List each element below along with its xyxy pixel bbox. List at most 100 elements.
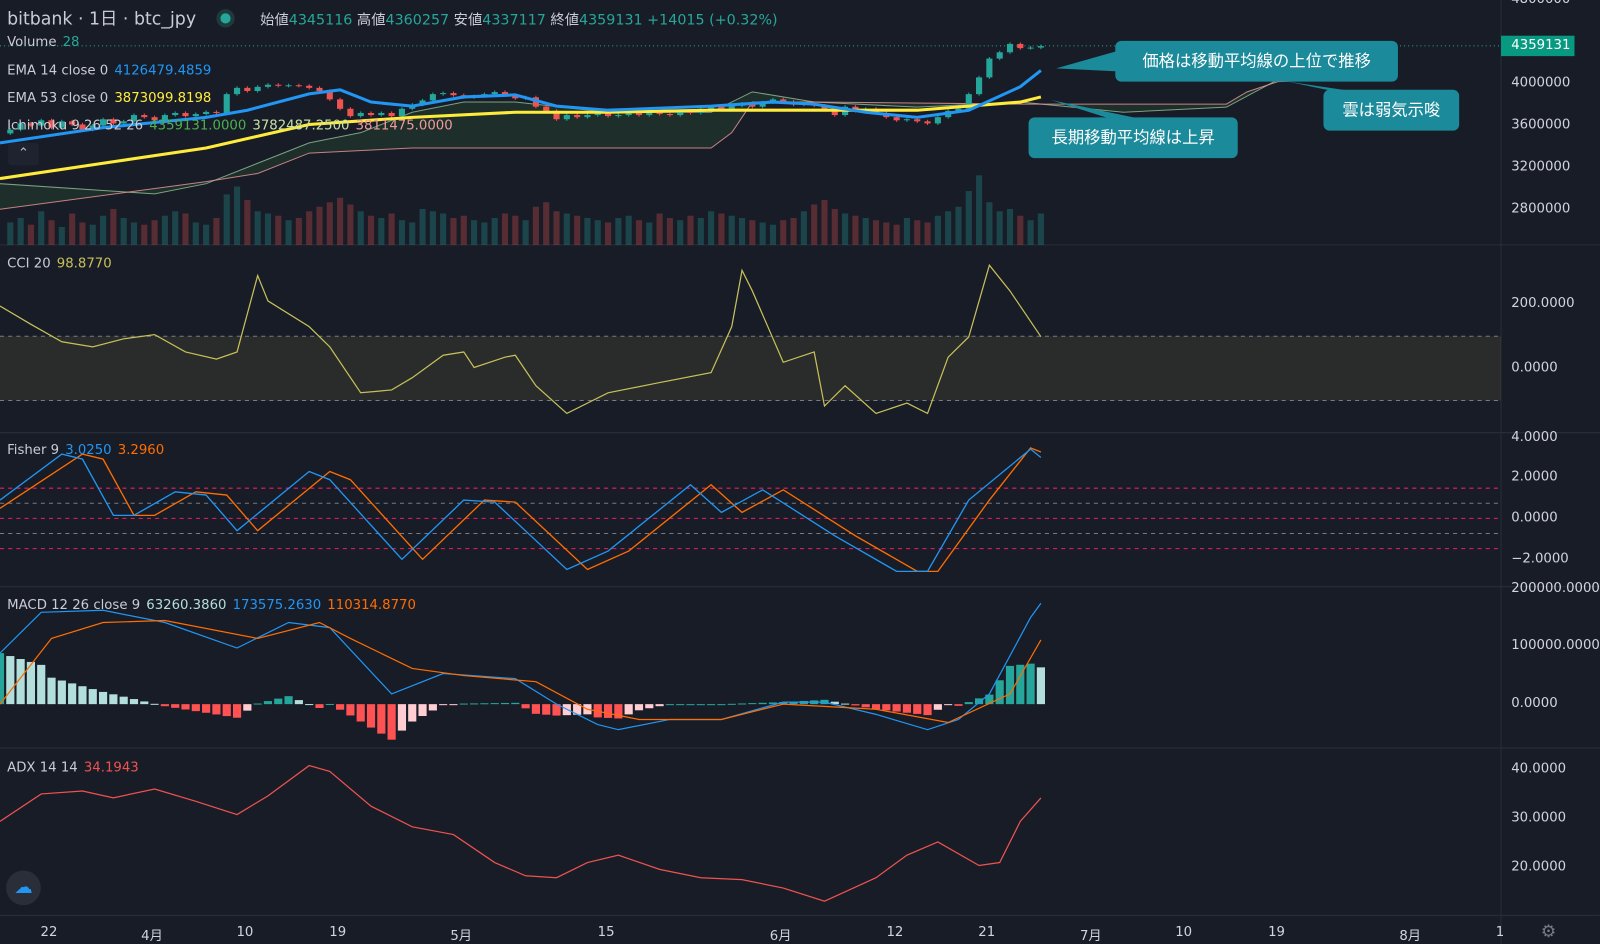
macd-histogram-bar xyxy=(902,704,912,713)
volume-bar xyxy=(120,217,127,245)
macd-histogram-bar xyxy=(346,704,355,716)
candle-body xyxy=(192,114,199,117)
ema14-line xyxy=(0,69,1042,145)
candle-body xyxy=(677,110,684,116)
macd-tick: 100000.0000 xyxy=(1511,637,1600,654)
legend-ichimoku[interactable]: Ichimoku 9 26 52 26 4359131.0000 3782487.2… xyxy=(7,118,459,133)
macd-histogram-bar xyxy=(109,694,118,705)
legend-adx[interactable]: ADX 14 14 34.1943 xyxy=(7,760,145,775)
macd-histogram-bar xyxy=(665,704,674,706)
legend-volume[interactable]: Volume 28 xyxy=(7,35,85,50)
time-tick: 10 xyxy=(236,924,254,940)
candle-body xyxy=(378,112,385,116)
candle-body xyxy=(17,123,24,130)
candle-body xyxy=(79,124,86,130)
legend-cci[interactable]: CCI 20 98.8770 xyxy=(7,256,118,271)
legend-value: 110314.8770 xyxy=(327,598,416,614)
macd-histogram-bar xyxy=(696,704,705,706)
macd-histogram-bar xyxy=(995,680,1004,705)
volume-bar xyxy=(367,215,375,245)
low-value: 4337117 xyxy=(482,12,546,29)
candle-body xyxy=(429,94,436,101)
volume-bar xyxy=(986,202,993,245)
exchange-name: bitbank xyxy=(7,9,73,30)
settings-gear-icon[interactable]: ⚙ xyxy=(1540,921,1557,942)
candle-body xyxy=(759,102,766,107)
time-tick: 4月 xyxy=(141,928,163,944)
volume-bar xyxy=(141,224,148,245)
fisher-trigger-line xyxy=(0,447,1042,573)
macd-histogram-bar xyxy=(397,704,407,731)
macd-histogram-bar xyxy=(768,702,778,705)
candle-body xyxy=(1027,47,1034,49)
candle-body xyxy=(656,111,663,115)
high-value: 4360257 xyxy=(385,12,450,29)
candle-body xyxy=(223,94,230,113)
volume-bar xyxy=(48,220,55,245)
volume-bar xyxy=(749,220,756,245)
candle-body xyxy=(543,106,550,111)
candle-body xyxy=(708,106,715,109)
volume-bar xyxy=(543,202,550,245)
symbol-name[interactable]: btc_jpy xyxy=(133,9,197,30)
volume-bar xyxy=(924,222,931,245)
volume-bar xyxy=(872,220,880,245)
macd-histogram-bar xyxy=(140,701,149,705)
macd-histogram-bar xyxy=(119,696,128,705)
annotation-cloud-bearish[interactable]: 雲は弱気示唆 xyxy=(1323,89,1460,131)
volume-bar xyxy=(17,217,24,245)
volume-bar xyxy=(862,217,869,245)
volume-bar xyxy=(945,211,952,245)
macd-histogram-bar xyxy=(1036,667,1045,705)
candle-body xyxy=(58,121,65,128)
candle-body xyxy=(553,110,560,120)
macd-histogram-bar xyxy=(191,704,200,712)
macd-histogram-bar xyxy=(26,661,35,705)
macd-histogram-bar xyxy=(779,702,788,705)
volume-bar xyxy=(398,220,405,245)
volume-bar xyxy=(306,211,313,245)
candle-body xyxy=(1006,43,1014,53)
macd-histogram-bar xyxy=(16,659,25,705)
volume-bar xyxy=(223,194,230,245)
macd-histogram-bar xyxy=(68,683,77,705)
volume-bar xyxy=(27,224,34,245)
macd-histogram-bar xyxy=(356,704,365,722)
candle-body xyxy=(295,85,302,87)
interval[interactable]: 1日 xyxy=(89,9,118,30)
macd-histogram-bar xyxy=(871,704,881,710)
collapse-legend-button[interactable]: ⌃ xyxy=(8,142,39,166)
candle-body xyxy=(151,117,158,121)
legend-label: Volume xyxy=(7,34,57,51)
legend-value: 3782487.2500 xyxy=(252,118,350,134)
macd-histogram-bar xyxy=(305,704,314,706)
legend-ema53[interactable]: EMA 53 close 0 3873099.8198 xyxy=(7,91,217,106)
candle-body xyxy=(89,125,96,130)
candle-body xyxy=(934,117,941,124)
tradingview-logo-icon[interactable]: ☁ xyxy=(6,870,41,906)
fisher-tick: 0.0000 xyxy=(1511,510,1558,526)
volume-bar xyxy=(378,217,385,245)
annotation-price-above-ma[interactable]: 価格は移動平均線の上位で推移 xyxy=(1115,40,1398,82)
volume-bar xyxy=(69,213,76,245)
legend-macd[interactable]: MACD 12 26 close 9 63260.3860 173575.2630 1… xyxy=(7,598,422,613)
macd-histogram-bar xyxy=(727,703,736,705)
volume-bar xyxy=(491,217,498,245)
macd-histogram-bar xyxy=(1016,664,1025,705)
legend-ema14[interactable]: EMA 14 close 0 4126479.4859 xyxy=(7,63,217,78)
volume-bar xyxy=(264,213,272,245)
fisher-tick: 4.0000 xyxy=(1511,429,1558,445)
volume-bar xyxy=(1017,215,1024,245)
macd-histogram-bar xyxy=(933,704,942,710)
candle-body xyxy=(440,93,447,95)
macd-histogram-bar xyxy=(985,694,994,705)
candle-body xyxy=(986,58,993,78)
volume-bar xyxy=(553,211,560,245)
annotation-long-ma-rising[interactable]: 長期移動平均線は上昇 xyxy=(1028,117,1238,159)
legend-fisher[interactable]: Fisher 9 3.0250 3.2960 xyxy=(7,443,170,458)
macd-histogram-bar xyxy=(171,704,180,708)
candle-body xyxy=(7,129,14,134)
macd-histogram-bar xyxy=(500,702,510,705)
